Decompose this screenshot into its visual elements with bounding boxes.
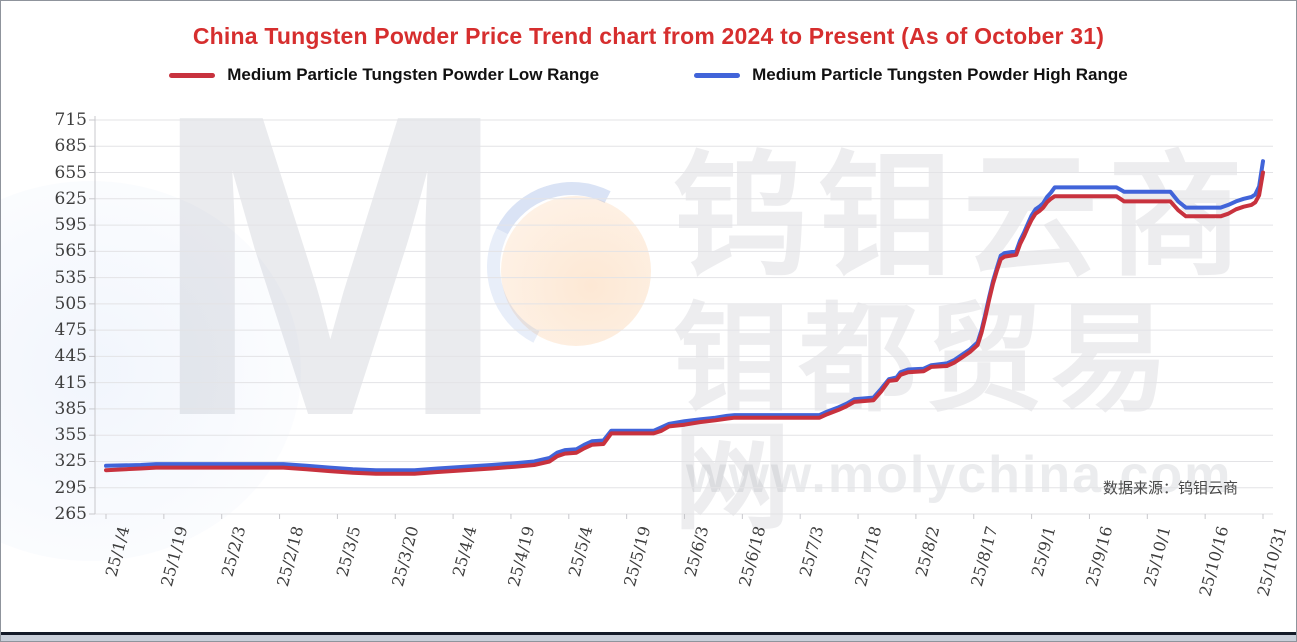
price-line-low (104, 170, 1265, 476)
price-line-high (104, 159, 1265, 473)
bottom-divider-line (1, 632, 1296, 635)
legend-item-low: Medium Particle Tungsten Powder Low Rang… (169, 65, 599, 85)
data-source-note: 数据来源：钨钼云商 (1102, 479, 1238, 497)
legend-swatch (169, 72, 216, 78)
legend-label: Medium Particle Tungsten Powder High Ran… (752, 65, 1128, 84)
legend-label: Medium Particle Tungsten Powder Low Rang… (227, 65, 600, 84)
bottom-bar (1, 635, 1296, 641)
chart-legend: Medium Particle Tungsten Powder Low Rang… (1, 65, 1296, 85)
legend-swatch (694, 72, 741, 78)
chart-title: China Tungsten Powder Price Trend chart … (192, 23, 1105, 49)
legend-item-high: Medium Particle Tungsten Powder High Ran… (694, 65, 1128, 85)
